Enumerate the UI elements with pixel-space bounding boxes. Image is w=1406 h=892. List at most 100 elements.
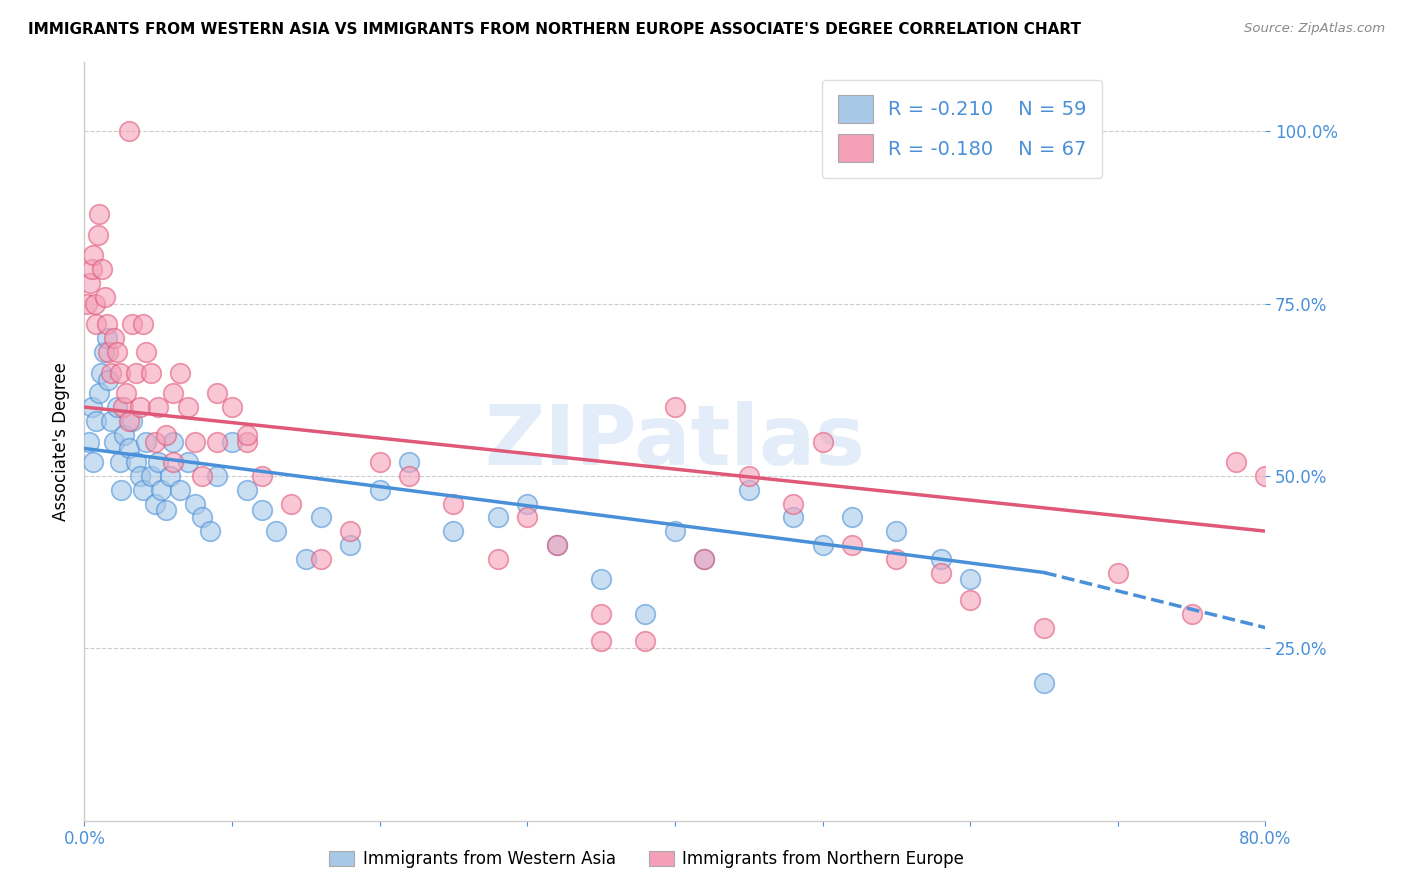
Point [132, 483, 155, 497]
Point [198, 524, 221, 538]
Point [93, 345, 115, 359]
Point [738, 469, 761, 483]
Point [591, 607, 613, 621]
Point [112, 427, 135, 442]
Point [929, 566, 952, 580]
Point [155, 427, 177, 442]
Point [1254, 469, 1277, 483]
Point [811, 538, 834, 552]
Point [207, 434, 229, 449]
Point [148, 455, 170, 469]
Point [97, 345, 120, 359]
Point [841, 510, 863, 524]
Point [398, 469, 420, 483]
Point [886, 551, 908, 566]
Point [738, 483, 761, 497]
Point [339, 524, 361, 538]
Point [125, 366, 148, 380]
Point [1033, 675, 1056, 690]
Point [96, 331, 118, 345]
Point [86, 227, 108, 242]
Point [103, 331, 125, 345]
Point [811, 434, 834, 449]
Point [121, 318, 143, 332]
Point [77, 434, 100, 449]
Point [129, 400, 152, 414]
Point [108, 366, 131, 380]
Point [295, 551, 318, 566]
Point [80, 400, 103, 414]
Point [118, 124, 141, 138]
Point [83, 296, 105, 310]
Point [664, 524, 686, 538]
Y-axis label: Associate's Degree: Associate's Degree [52, 362, 70, 521]
Point [125, 455, 148, 469]
Point [177, 400, 200, 414]
Point [82, 455, 104, 469]
Point [80, 262, 103, 277]
Point [250, 469, 273, 483]
Point [139, 366, 162, 380]
Point [162, 386, 184, 401]
Point [1107, 566, 1129, 580]
Point [105, 400, 128, 414]
Legend: R = -0.210    N = 59, R = -0.180    N = 67: R = -0.210 N = 59, R = -0.180 N = 67 [823, 79, 1102, 178]
Point [207, 469, 229, 483]
Point [148, 400, 170, 414]
Point [118, 414, 141, 428]
Point [368, 483, 391, 497]
Point [886, 524, 908, 538]
Point [82, 248, 104, 262]
Point [111, 400, 134, 414]
Point [79, 276, 101, 290]
Point [339, 538, 361, 552]
Point [90, 366, 112, 380]
Point [959, 593, 981, 607]
Point [84, 414, 107, 428]
Point [516, 497, 538, 511]
Point [135, 434, 157, 449]
Point [959, 573, 981, 587]
Point [110, 483, 132, 497]
Point [135, 345, 157, 359]
Point [664, 400, 686, 414]
Point [87, 386, 111, 401]
Point [191, 469, 214, 483]
Point [486, 510, 509, 524]
Point [177, 455, 200, 469]
Point [443, 497, 465, 511]
Point [236, 434, 259, 449]
Point [100, 366, 122, 380]
Point [155, 503, 177, 517]
Point [129, 469, 152, 483]
Point [443, 524, 465, 538]
Point [76, 296, 98, 310]
Point [150, 483, 173, 497]
Point [169, 483, 191, 497]
Point [139, 469, 162, 483]
Point [516, 510, 538, 524]
Point [250, 503, 273, 517]
Point [143, 497, 166, 511]
Point [159, 469, 181, 483]
Point [782, 510, 804, 524]
Point [929, 551, 952, 566]
Point [693, 551, 716, 566]
Point [221, 434, 243, 449]
Point [591, 634, 613, 648]
Point [368, 455, 391, 469]
Point [782, 497, 804, 511]
Point [191, 510, 214, 524]
Point [236, 483, 259, 497]
Point [486, 551, 509, 566]
Point [118, 442, 141, 456]
Point [84, 318, 107, 332]
Point [105, 345, 128, 359]
Point [162, 455, 184, 469]
Point [91, 262, 114, 277]
Point [309, 510, 332, 524]
Point [634, 634, 657, 648]
Point [221, 400, 243, 414]
Point [87, 207, 111, 221]
Text: Source: ZipAtlas.com: Source: ZipAtlas.com [1244, 22, 1385, 36]
